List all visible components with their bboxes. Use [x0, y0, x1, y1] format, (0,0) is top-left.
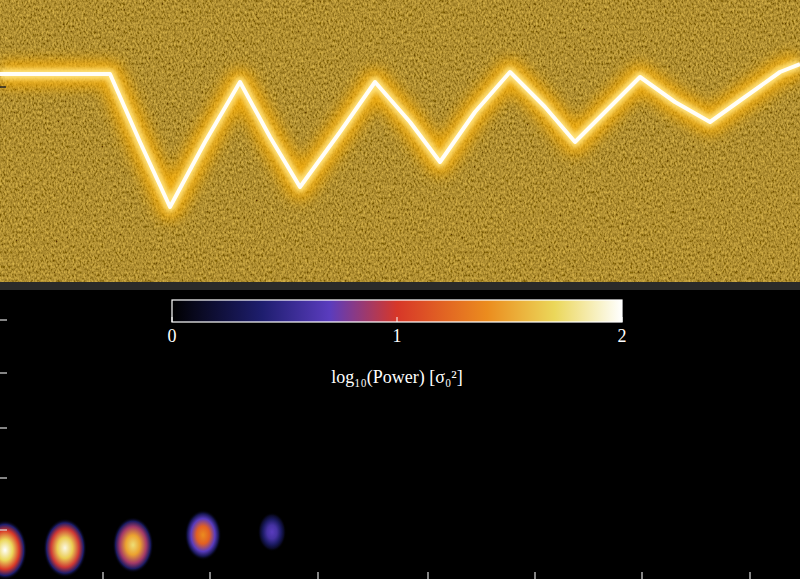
colorbar-tick-label: 2	[618, 326, 627, 346]
figure: 0 1 2 log₁₀(Power) [σ₀²]	[0, 0, 800, 579]
x-tick	[749, 572, 750, 579]
power-blob	[258, 512, 286, 551]
colorbar-tick	[622, 317, 623, 322]
power-blob	[43, 518, 86, 577]
colorbar	[172, 300, 622, 322]
y-tick	[0, 477, 7, 478]
y-tick	[0, 372, 7, 373]
power-blob	[0, 520, 27, 579]
x-tick	[641, 572, 642, 579]
heatmap-group	[0, 510, 286, 579]
panel-background	[0, 0, 800, 282]
noise-texture	[0, 0, 800, 282]
colorbar-tick-label: 0	[168, 326, 177, 346]
x-tick	[534, 572, 535, 579]
trace-halo	[0, 64, 800, 207]
power-blob	[185, 510, 222, 560]
colorbar-tick	[172, 317, 173, 322]
trace-group	[0, 64, 800, 207]
y-tick	[0, 86, 6, 88]
y-tick	[0, 427, 7, 428]
x-tick	[317, 572, 318, 579]
trace-line	[0, 64, 800, 207]
colorbar-tick-label: 1	[393, 326, 402, 346]
colorbar-tick	[397, 317, 398, 322]
colorbar-label: log₁₀(Power) [σ₀²]	[331, 367, 462, 388]
panel-separator	[0, 282, 800, 290]
power-blob	[113, 517, 154, 573]
x-tick	[102, 572, 103, 579]
heatmap-background	[0, 290, 800, 579]
x-tick	[427, 572, 428, 579]
x-tick	[209, 572, 210, 579]
y-tick	[0, 529, 7, 530]
y-tick	[0, 319, 7, 320]
trace-glow	[0, 64, 800, 207]
